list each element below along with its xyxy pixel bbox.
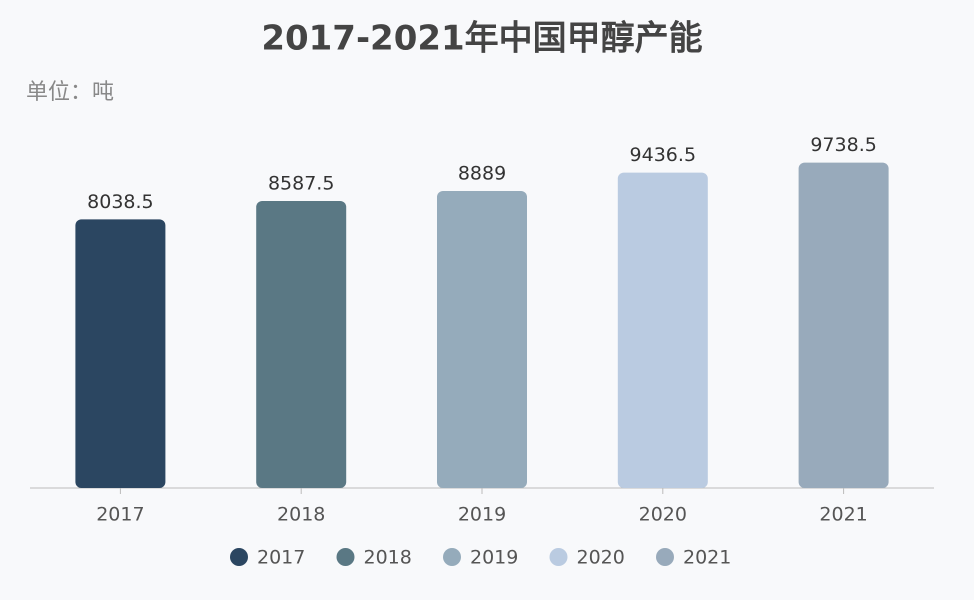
chart-title: 2017-2021年中国甲醇产能 bbox=[261, 19, 702, 59]
legend-swatch bbox=[336, 548, 355, 566]
legend-swatch bbox=[443, 548, 461, 566]
x-tick-label: 2019 bbox=[458, 504, 506, 526]
x-tick-label: 2021 bbox=[819, 504, 867, 526]
x-tick-label: 2018 bbox=[277, 504, 325, 526]
legend-swatch bbox=[549, 548, 568, 566]
legend-label: 2018 bbox=[364, 547, 412, 569]
bar bbox=[617, 172, 708, 488]
legend-label: 2019 bbox=[470, 547, 518, 569]
legend-swatch bbox=[656, 548, 674, 566]
x-tick-label: 2020 bbox=[639, 504, 687, 526]
data-label: 9738.5 bbox=[810, 134, 876, 156]
data-label: 8889 bbox=[458, 162, 506, 184]
chart-subtitle: 单位：吨 bbox=[26, 80, 114, 105]
legend-swatch bbox=[230, 548, 248, 566]
bar bbox=[437, 190, 527, 489]
data-label: 9436.5 bbox=[630, 144, 696, 166]
legend-label: 2020 bbox=[577, 547, 625, 569]
x-tick-label: 2017 bbox=[96, 504, 144, 526]
bar bbox=[256, 201, 347, 489]
legend-label: 2021 bbox=[683, 547, 731, 569]
data-label: 8038.5 bbox=[87, 191, 153, 213]
bar bbox=[75, 219, 166, 488]
bar bbox=[798, 162, 889, 489]
data-label: 8587.5 bbox=[268, 173, 334, 195]
legend-label: 2017 bbox=[257, 547, 305, 569]
